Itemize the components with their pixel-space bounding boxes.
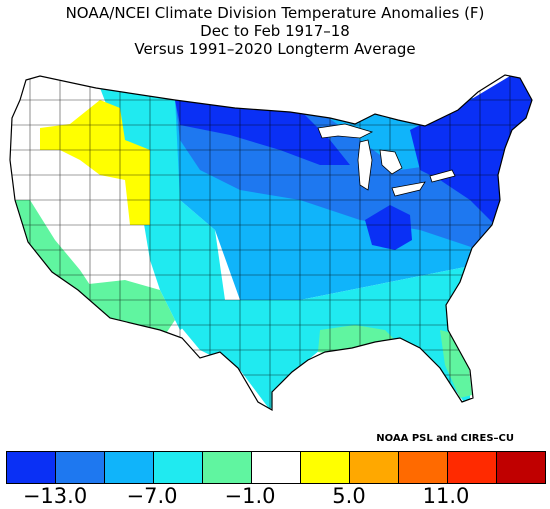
legend-tick-label: 11.0 xyxy=(422,484,470,508)
us-outline xyxy=(9,74,533,412)
legend-tick-label: −13.0 xyxy=(22,484,88,508)
legend-swatch-2 xyxy=(56,452,105,483)
legend-swatch-6 xyxy=(252,452,301,483)
legend-swatch-11 xyxy=(497,452,545,483)
great-lakes xyxy=(317,123,456,197)
legend-swatch-9 xyxy=(399,452,448,483)
credit-label: NOAA PSL and CIRES–CU xyxy=(376,433,514,444)
region-southwest-mild xyxy=(80,280,175,335)
map-title-line-1: NOAA/NCEI Climate Division Temperature A… xyxy=(65,4,485,22)
legend-swatch-5 xyxy=(203,452,252,483)
map-title-line-3: Versus 1991–2020 Longterm Average xyxy=(134,40,416,58)
map-title-line-2: Dec to Feb 1917–18 xyxy=(200,22,350,40)
legend-swatch-10 xyxy=(448,452,497,483)
legend-swatch-3 xyxy=(105,452,154,483)
legend-swatch-7 xyxy=(301,452,350,483)
region-ohio-valley-extreme xyxy=(365,205,412,250)
climate-division-grid xyxy=(10,75,532,410)
legend-tick-label: −1.0 xyxy=(224,484,276,508)
color-scale-legend xyxy=(6,451,546,484)
region-northwest-warm xyxy=(40,100,150,225)
legend-tick-label: −7.0 xyxy=(126,484,178,508)
region-florida-mild xyxy=(440,330,472,398)
legend-tick-label: 5.0 xyxy=(332,484,366,508)
legend-swatch-8 xyxy=(350,452,399,483)
region-great-lakes-extreme xyxy=(175,100,350,165)
legend-swatch-4 xyxy=(154,452,203,483)
legend-swatch-1 xyxy=(7,452,56,483)
